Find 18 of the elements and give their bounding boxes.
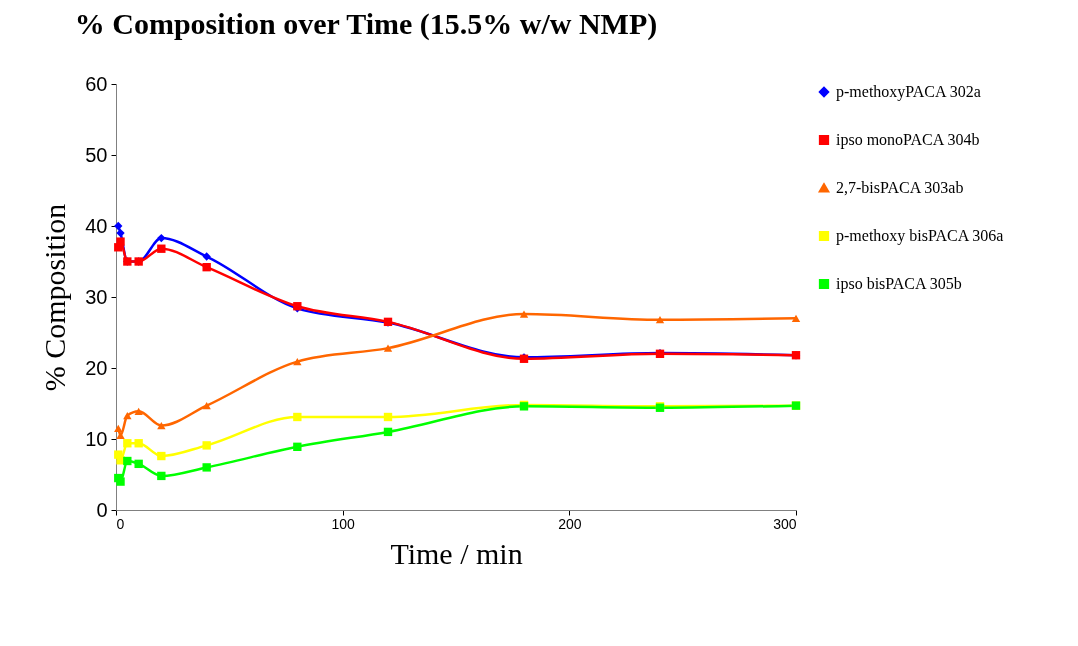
chart-title: % Composition over Time (15.5% w/w NMP) (74, 7, 658, 41)
y-tick-label: 40 (85, 214, 108, 237)
legend-label: 2,7-bisPACA 303ab (836, 179, 964, 196)
legend-label: ipso monoPACA 304b (836, 131, 980, 149)
y-tick-label: 50 (85, 143, 108, 166)
legend-label: ipso bisPACA 305b (836, 275, 962, 293)
x-tick-label: 200 (558, 515, 582, 532)
y-axis-title: % Composition (38, 203, 72, 392)
y-tick-label: 10 (85, 427, 108, 450)
y-tick-label: 60 (85, 72, 108, 95)
x-tick-label: 300 (773, 515, 797, 532)
y-tick-label: 30 (85, 285, 108, 308)
x-axis-title: Time / min (390, 536, 523, 570)
x-tick-label: 100 (331, 515, 356, 532)
y-tick-label: 20 (85, 356, 108, 379)
x-tick-label: 0 (116, 515, 125, 532)
legend-label: p-methoxy bisPACA 306a (836, 227, 1004, 245)
legend-label: p-methoxyPACA 302a (836, 83, 981, 101)
